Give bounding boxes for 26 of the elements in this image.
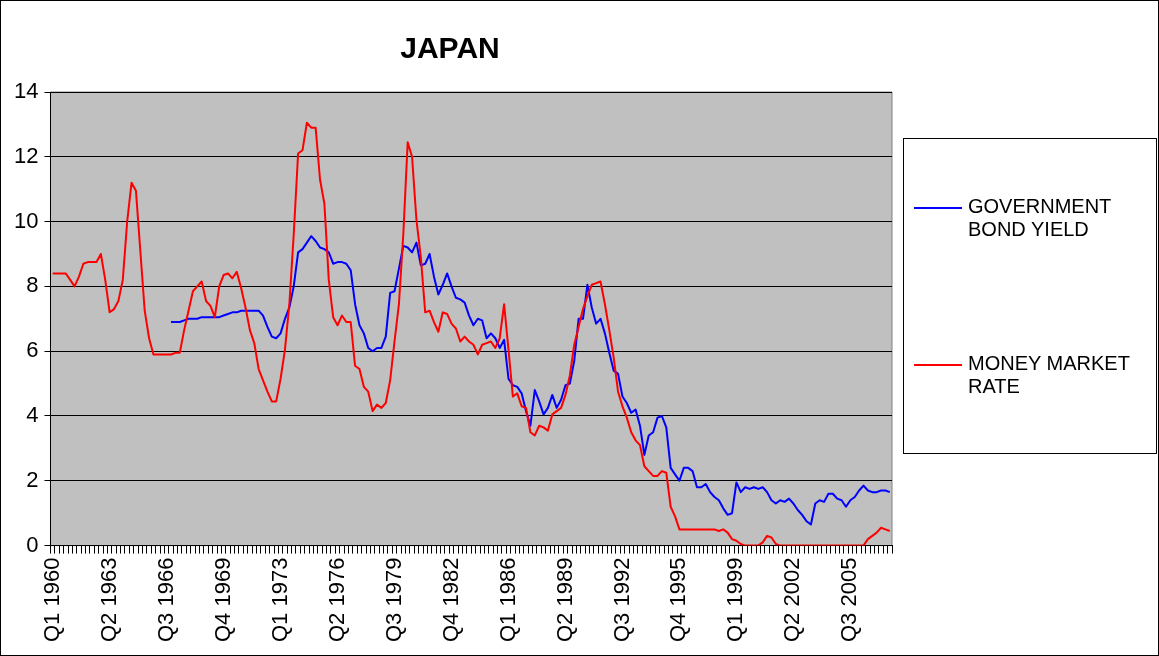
x-tick-label: Q3 1992 bbox=[608, 557, 634, 642]
x-tick-label: Q3 2005 bbox=[836, 557, 862, 642]
x-tick-label: Q4 1995 bbox=[665, 557, 691, 642]
y-tick-label: 10 bbox=[13, 207, 39, 233]
x-tick-label: Q4 1969 bbox=[209, 557, 235, 642]
y-tick-label: 6 bbox=[26, 337, 39, 363]
x-tick-label: Q3 1979 bbox=[380, 557, 406, 642]
x-tick-label: Q1 1960 bbox=[38, 557, 64, 642]
x-tick-label: Q2 1976 bbox=[323, 557, 349, 642]
y-tick-label: 8 bbox=[26, 272, 39, 298]
x-tick-label: Q4 1982 bbox=[437, 557, 463, 642]
legend-label: MONEY MARKET RATE bbox=[968, 351, 1131, 398]
x-tick-label: Q2 1963 bbox=[95, 557, 121, 642]
x-tick-label: Q2 1989 bbox=[551, 557, 577, 642]
legend-label: GOVERNMENT BOND YIELD bbox=[968, 194, 1112, 241]
y-tick-label: 14 bbox=[13, 78, 39, 104]
x-tick-label: Q3 1966 bbox=[152, 557, 178, 642]
y-tick-label: 0 bbox=[26, 531, 39, 557]
y-tick-label: 12 bbox=[13, 142, 39, 168]
x-tick-label: Q2 2002 bbox=[779, 557, 805, 642]
chart-title: JAPAN bbox=[400, 31, 500, 65]
x-tick-label: Q1 1999 bbox=[722, 557, 748, 642]
y-tick-label: 2 bbox=[26, 466, 39, 492]
x-tick-label: Q1 1986 bbox=[494, 557, 520, 642]
x-tick-label: Q1 1973 bbox=[266, 557, 292, 642]
y-tick-label: 4 bbox=[26, 402, 39, 428]
